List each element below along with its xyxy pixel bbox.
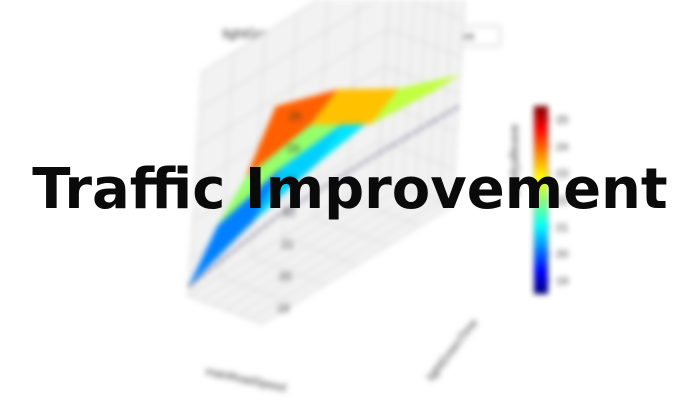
colorbar-tick-label: 24 <box>556 141 568 153</box>
x-axis-label: mainRoadSpeed <box>204 366 287 395</box>
z-tick-label: 20 <box>279 271 291 283</box>
colorbar-tick-label: 21 <box>556 222 568 234</box>
z-tick-label: 25 <box>289 111 301 123</box>
z-tick-label: 21 <box>281 239 293 251</box>
y-axis-label: lightGreenTime <box>425 317 481 383</box>
colorbar-tick-label: 20 <box>556 249 568 261</box>
z-tick-label: 24 <box>287 143 299 155</box>
z-tick-label: 19 <box>277 303 289 315</box>
colorbar-tick-label: 19 <box>556 276 568 288</box>
colorbar-tick-label: 25 <box>556 114 568 126</box>
overlay-title: Traffic Improvement <box>0 158 700 222</box>
